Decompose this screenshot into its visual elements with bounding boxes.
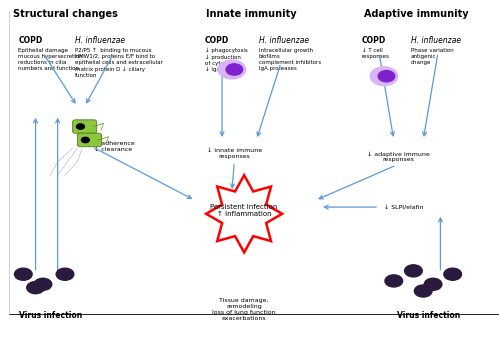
Text: Innate immunity: Innate immunity [206, 9, 297, 19]
Text: Structural changes: Structural changes [12, 9, 118, 19]
Circle shape [226, 64, 242, 75]
FancyBboxPatch shape [72, 120, 96, 133]
Text: ↓ phagocytosis
↓ production
of cytokines
↓ IgA: ↓ phagocytosis ↓ production of cytokines… [205, 48, 248, 72]
Circle shape [56, 268, 74, 280]
Text: Virus infection: Virus infection [396, 311, 460, 320]
Text: Phase variation
antigenic
change: Phase variation antigenic change [411, 48, 454, 65]
Circle shape [14, 268, 32, 280]
Text: ↓ innate immune
responses: ↓ innate immune responses [206, 148, 262, 159]
Circle shape [370, 67, 398, 86]
Circle shape [444, 268, 462, 280]
Text: ↓ adaptive immune
responses: ↓ adaptive immune responses [368, 151, 430, 162]
Circle shape [26, 282, 44, 294]
Circle shape [404, 265, 422, 277]
Text: ↓ T cell
responses: ↓ T cell responses [362, 48, 390, 59]
Circle shape [82, 137, 90, 143]
Text: Adaptive immunity: Adaptive immunity [364, 9, 468, 19]
Text: ?: ? [242, 241, 246, 250]
Text: Intracellular growth
biofilms
complement inhibitors
IgA proteases: Intracellular growth biofilms complement… [259, 48, 321, 71]
Circle shape [76, 124, 84, 129]
Text: H. influenzae: H. influenzae [75, 36, 125, 45]
Circle shape [414, 285, 432, 297]
Text: Tissue damage,
remodeling
loss of lung function
exacerbations: Tissue damage, remodeling loss of lung f… [212, 298, 276, 321]
Text: Epithelial damage
mucous hypersecretion
reductions in cilia
numbers and function: Epithelial damage mucous hypersecretion … [18, 48, 83, 71]
Text: ↑ adherence
↓ clearance: ↑ adherence ↓ clearance [94, 141, 135, 152]
Circle shape [385, 275, 402, 287]
Circle shape [34, 278, 52, 290]
Circle shape [424, 278, 442, 290]
Circle shape [218, 60, 246, 79]
Text: H. influenzae: H. influenzae [259, 36, 309, 45]
Text: H. influenzae: H. influenzae [411, 36, 461, 45]
Circle shape [378, 70, 394, 82]
Text: ↓ SLPl/elafin: ↓ SLPl/elafin [384, 205, 424, 210]
Text: Virus infection: Virus infection [18, 311, 82, 320]
Text: COPD: COPD [18, 36, 42, 45]
Polygon shape [206, 175, 282, 252]
Text: Persistent infection
↑ inflammation: Persistent infection ↑ inflammation [210, 204, 278, 217]
Text: COPD: COPD [362, 36, 386, 45]
Text: P2/P5 ↑  binding to mucous
HMW1/2, proteins E/F bind to
epithelial cells and ext: P2/P5 ↑ binding to mucous HMW1/2, protei… [75, 48, 162, 78]
Text: COPD: COPD [205, 36, 229, 45]
FancyBboxPatch shape [78, 133, 102, 147]
